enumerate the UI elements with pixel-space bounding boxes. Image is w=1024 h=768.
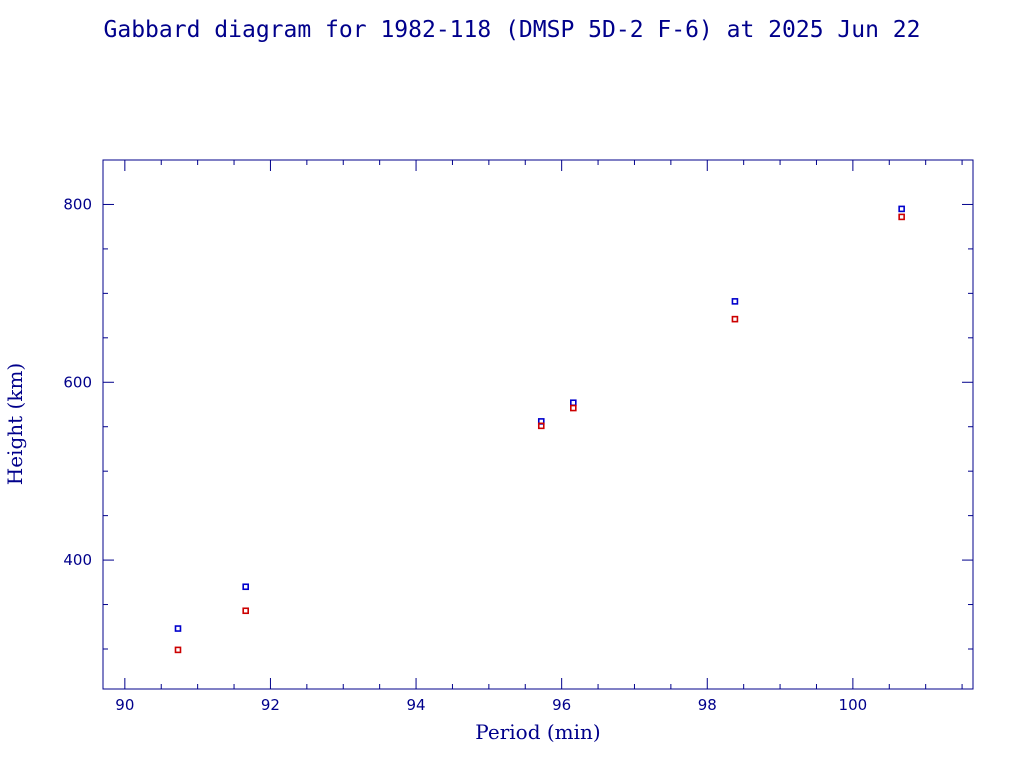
x-tick-label: 96 bbox=[552, 696, 571, 714]
y-axis-label: Height (km) bbox=[3, 363, 27, 485]
y-tick-label: 400 bbox=[63, 551, 92, 569]
plot-frame bbox=[102, 159, 974, 690]
tick-labels: 90 92 94 96 98 100 400 600 800 bbox=[63, 195, 867, 714]
y-tick-label: 600 bbox=[63, 373, 92, 391]
scatter-point-series-1 bbox=[174, 625, 182, 632]
scatter-point-series-1 bbox=[731, 298, 739, 305]
data-points bbox=[174, 205, 905, 654]
scatter-point-series-2 bbox=[898, 213, 905, 221]
x-tick-label: 90 bbox=[115, 696, 134, 714]
x-tick-label: 100 bbox=[839, 696, 868, 714]
scatter-point-series-2 bbox=[174, 646, 182, 654]
x-tick-label: 92 bbox=[261, 696, 280, 714]
chart-title: Gabbard diagram for 1982-118 (DMSP 5D-2 … bbox=[104, 17, 921, 43]
x-tick-label: 98 bbox=[698, 696, 717, 714]
scatter-point-series-1 bbox=[242, 583, 249, 591]
scatter-point-series-2 bbox=[731, 315, 739, 323]
scatter-point-series-2 bbox=[242, 607, 249, 615]
scatter-point-series-1 bbox=[570, 399, 577, 407]
scatter-point-series-1 bbox=[898, 205, 905, 213]
x-axis-label: Period (min) bbox=[475, 720, 600, 744]
scatter-point-series-2 bbox=[537, 422, 545, 430]
x-tick-label: 94 bbox=[407, 696, 426, 714]
y-tick-label: 800 bbox=[63, 195, 92, 213]
scatter-point-series-2 bbox=[570, 404, 577, 412]
axis-ticks bbox=[103, 159, 973, 689]
